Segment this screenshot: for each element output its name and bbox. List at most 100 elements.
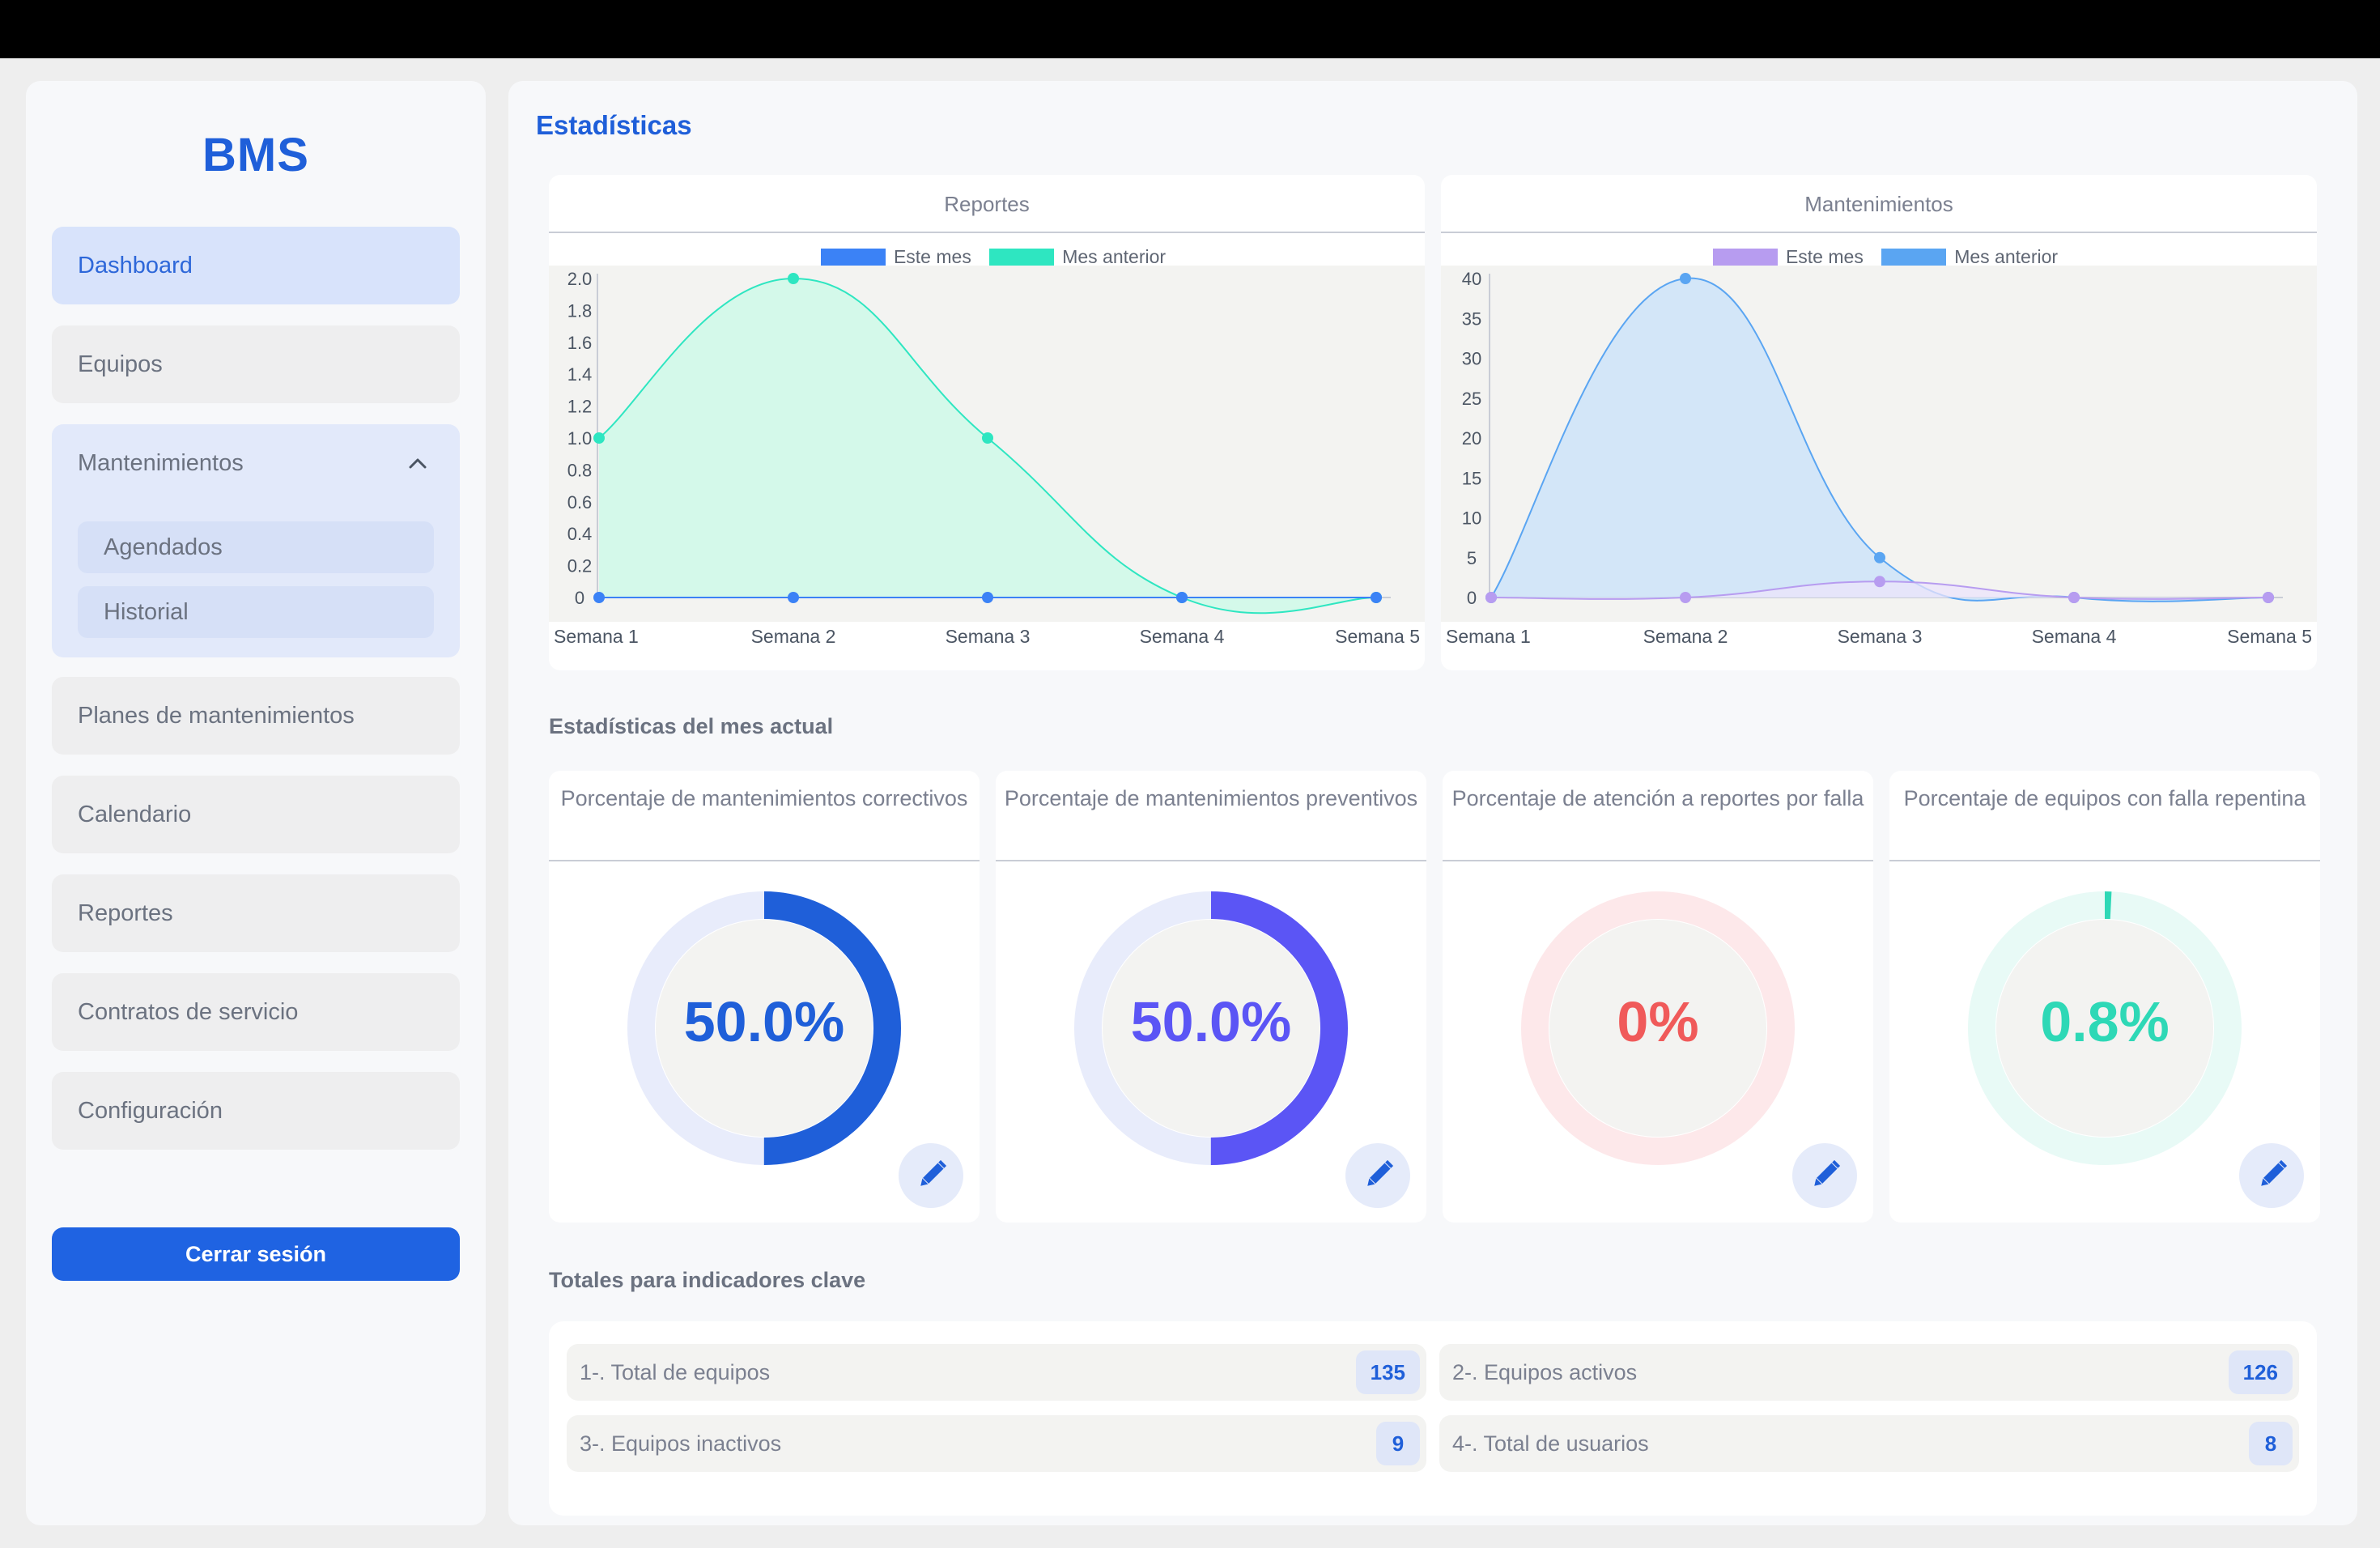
sidebar-subitem-historial[interactable]: Historial [78, 586, 434, 638]
y-tick-label: 0 [1467, 588, 1477, 608]
x-tick-label: Semana 5 [1335, 626, 1420, 647]
legend-swatch [1712, 248, 1778, 268]
kpi-item: 3-. Equipos inactivos 9 [567, 1415, 1426, 1472]
kpi-label: 2-. Equipos activos [1452, 1360, 1638, 1384]
reportes-chart: 0 0.2 0.4 0.6 0.8 1.0 1.2 1.4 1.6 1.8 2.0 Semana 1 S… [549, 266, 1425, 647]
section-title-totals: Totales para indicadores clave [549, 1268, 866, 1292]
top-black-bar [0, 0, 2380, 58]
y-tick-label: 0.6 [567, 492, 593, 512]
y-tick-label: 1.8 [567, 300, 593, 321]
data-point [982, 592, 993, 603]
area-0 [1491, 581, 2268, 599]
data-point [1176, 592, 1188, 603]
sidebar-item-dashboard[interactable]: Dashboard [52, 227, 460, 304]
gauge-arc [627, 891, 901, 1165]
edit-button[interactable] [2239, 1143, 2304, 1208]
gauge-card: Porcentaje de atención a reportes por fa… [1443, 771, 1873, 1223]
sidebar-item-reportes[interactable]: Reportes [52, 874, 460, 952]
y-tick-label: 30 [1462, 349, 1481, 369]
y-tick-label: 20 [1462, 428, 1481, 449]
data-point [788, 273, 799, 284]
data-point [1485, 592, 1497, 603]
legend-swatch [989, 248, 1055, 268]
data-point [982, 432, 993, 444]
gauge-card: Porcentaje de mantenimientos preventivos… [996, 771, 1426, 1223]
x-tick-label: Semana 3 [946, 626, 1031, 647]
series-line-1 [598, 277, 1377, 615]
data-point [1874, 551, 1885, 563]
logout-button[interactable]: Cerrar sesión [52, 1227, 460, 1281]
gauge-title: Porcentaje de mantenimientos preventivos [996, 771, 1426, 861]
sidebar-subitem-agendados[interactable]: Agendados [78, 521, 434, 573]
pencil-icon [1367, 1159, 1394, 1186]
chart-title: Reportes [549, 175, 1425, 233]
gauge-value: 50.0% [683, 990, 845, 1053]
edit-button[interactable] [1792, 1143, 1857, 1208]
legend-swatch [1881, 248, 1947, 268]
kpi-item: 4-. Total de usuarios 8 [1439, 1415, 2299, 1472]
chart-card-reportes: Reportes Este mes Mes anterior 0 0.2 0.4 0.… [549, 175, 1425, 670]
y-tick-label: 40 [1462, 269, 1481, 289]
sidebar-item-planes[interactable]: Planes de mantenimientos [52, 677, 460, 755]
kpi-panel: 1-. Total de equipos 135 2-. Equipos act… [549, 1321, 2317, 1516]
gauge-value: 50.0% [1130, 990, 1292, 1053]
sidebar-item-mantenimientos[interactable]: Mantenimientos [78, 450, 244, 476]
y-tick-label: 1.2 [567, 397, 593, 417]
chevron-up-icon[interactable] [408, 453, 427, 473]
x-tick-label: Semana 4 [1140, 626, 1225, 647]
edit-button[interactable] [1345, 1143, 1410, 1208]
y-tick-label: 1.0 [567, 428, 593, 449]
kpi-item: 1-. Total de equipos 135 [567, 1344, 1426, 1401]
data-point [1680, 592, 1691, 603]
y-tick-label: 2.0 [567, 269, 593, 289]
series-line-1 [1490, 277, 2269, 602]
data-point [2263, 592, 2274, 603]
sidebar-item-equipos[interactable]: Equipos [52, 325, 460, 403]
section-title-month: Estadísticas del mes actual [549, 714, 834, 738]
y-tick-label: 5 [1467, 548, 1477, 568]
legend-swatch [820, 248, 886, 268]
kpi-badge: 126 [2228, 1350, 2293, 1394]
chart-legend: Este mes Mes anterior [1441, 246, 2317, 268]
chart-card-mantenimientos: Mantenimientos Este mes Mes anterior 0 5 1… [1441, 175, 2317, 670]
gauge-value: 0.8% [2040, 990, 2170, 1053]
legend-label: Este mes [893, 246, 971, 267]
legend-label: Mes anterior [1954, 246, 2059, 267]
x-tick-label: Semana 3 [1838, 626, 1923, 647]
page-title: Estadísticas [536, 110, 692, 140]
gauge-track [1521, 891, 1795, 1165]
y-tick-label: 1.6 [567, 333, 593, 353]
data-point [593, 432, 605, 444]
gauge-inner [1549, 920, 1766, 1137]
gauge-card: Porcentaje de mantenimientos correctivos… [549, 771, 980, 1223]
x-tick-label: Semana 2 [1643, 626, 1728, 647]
chart-legend: Este mes Mes anterior [549, 246, 1425, 268]
sidebar-item-calendario[interactable]: Calendario [52, 776, 460, 853]
sidebar-item-configuracion[interactable]: Configuración [52, 1072, 460, 1150]
sidebar-group-mantenimientos: Mantenimientos Agendados Historial [52, 424, 460, 657]
sidebar: BMS Dashboard Equipos Mantenimientos Age… [26, 81, 486, 1525]
sidebar-item-contratos[interactable]: Contratos de servicio [52, 973, 460, 1051]
brand-logo: BMS [202, 129, 309, 181]
y-tick-label: 0 [575, 588, 584, 608]
gauge-title: Porcentaje de equipos con falla repentin… [1889, 771, 2320, 861]
gauge-ring [1074, 891, 1348, 1165]
area-1 [1491, 278, 2268, 602]
y-tick-label: 0.8 [567, 460, 593, 480]
kpi-badge: 135 [1355, 1350, 1420, 1394]
y-tick-label: 25 [1462, 389, 1481, 409]
y-tick-label: 35 [1462, 308, 1481, 329]
gauge-inner [656, 920, 873, 1137]
y-tick-label: 1.4 [567, 364, 593, 385]
legend-label: Este mes [1785, 246, 1864, 267]
pencil-icon [1814, 1159, 1841, 1186]
x-tick-label: Semana 2 [751, 626, 836, 647]
kpi-item: 2-. Equipos activos 126 [1439, 1344, 2299, 1401]
edit-button[interactable] [899, 1143, 963, 1208]
y-tick-label: 15 [1462, 468, 1481, 488]
gauge-inner [1103, 920, 1320, 1137]
gauge-arc [1074, 891, 1348, 1165]
gauge-ring [1968, 891, 2242, 1165]
legend-label: Mes anterior [1062, 246, 1167, 267]
y-tick-label: 0.4 [567, 524, 593, 544]
